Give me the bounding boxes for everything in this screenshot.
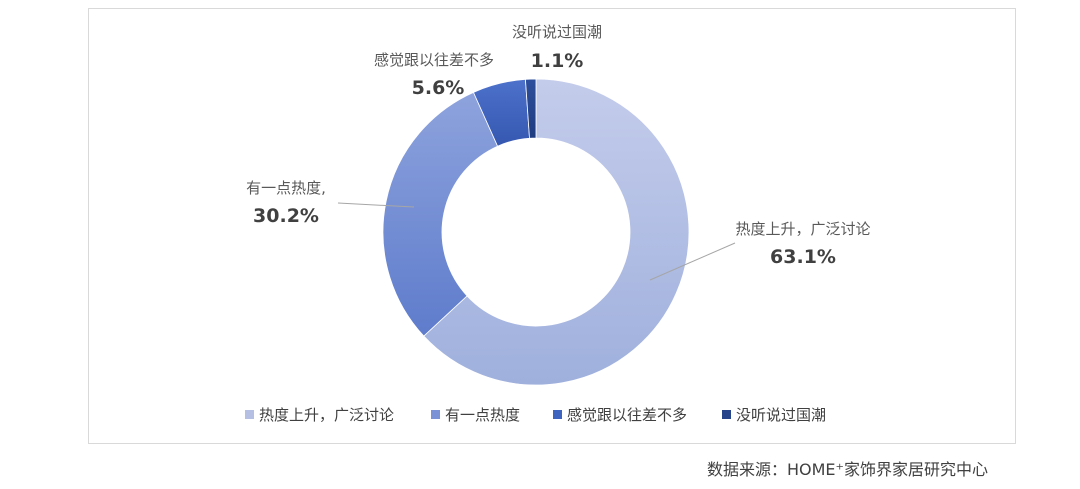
legend-swatch-same (553, 410, 562, 419)
leader-line-some-heat (337, 202, 415, 208)
legend-label-some-heat: 有一点热度 (445, 406, 520, 424)
legend-label-same: 感觉跟以往差不多 (567, 406, 687, 424)
slice-rising (423, 78, 690, 386)
leader-line-rising (649, 242, 736, 281)
legend: 热度上升，广泛讨论 有一点热度 感觉跟以往差不多 没听说过国潮 (245, 406, 826, 424)
label-name-never-heard: 没听说过国潮 (512, 23, 602, 41)
label-name-rising: 热度上升，广泛讨论 (735, 220, 870, 238)
data-source-note: 数据来源：HOME⁺家饰界家居研究中心 (707, 460, 988, 479)
label-value-some-heat: 30.2% (253, 205, 319, 227)
legend-label-rising: 热度上升，广泛讨论 (259, 406, 394, 424)
legend-label-never-heard: 没听说过国潮 (736, 406, 826, 424)
legend-swatch-never-heard (722, 410, 731, 419)
slice-some-heat (382, 91, 499, 337)
label-value-never-heard: 1.1% (531, 50, 584, 72)
label-value-rising: 63.1% (770, 246, 836, 268)
legend-swatch-some-heat (431, 410, 440, 419)
legend-swatch-rising (245, 410, 254, 419)
label-value-same: 5.6% (412, 77, 465, 99)
label-name-same: 感觉跟以往差不多 (374, 51, 494, 69)
label-name-some-heat: 有一点热度, (246, 179, 326, 197)
slice-never-heard (525, 78, 537, 139)
